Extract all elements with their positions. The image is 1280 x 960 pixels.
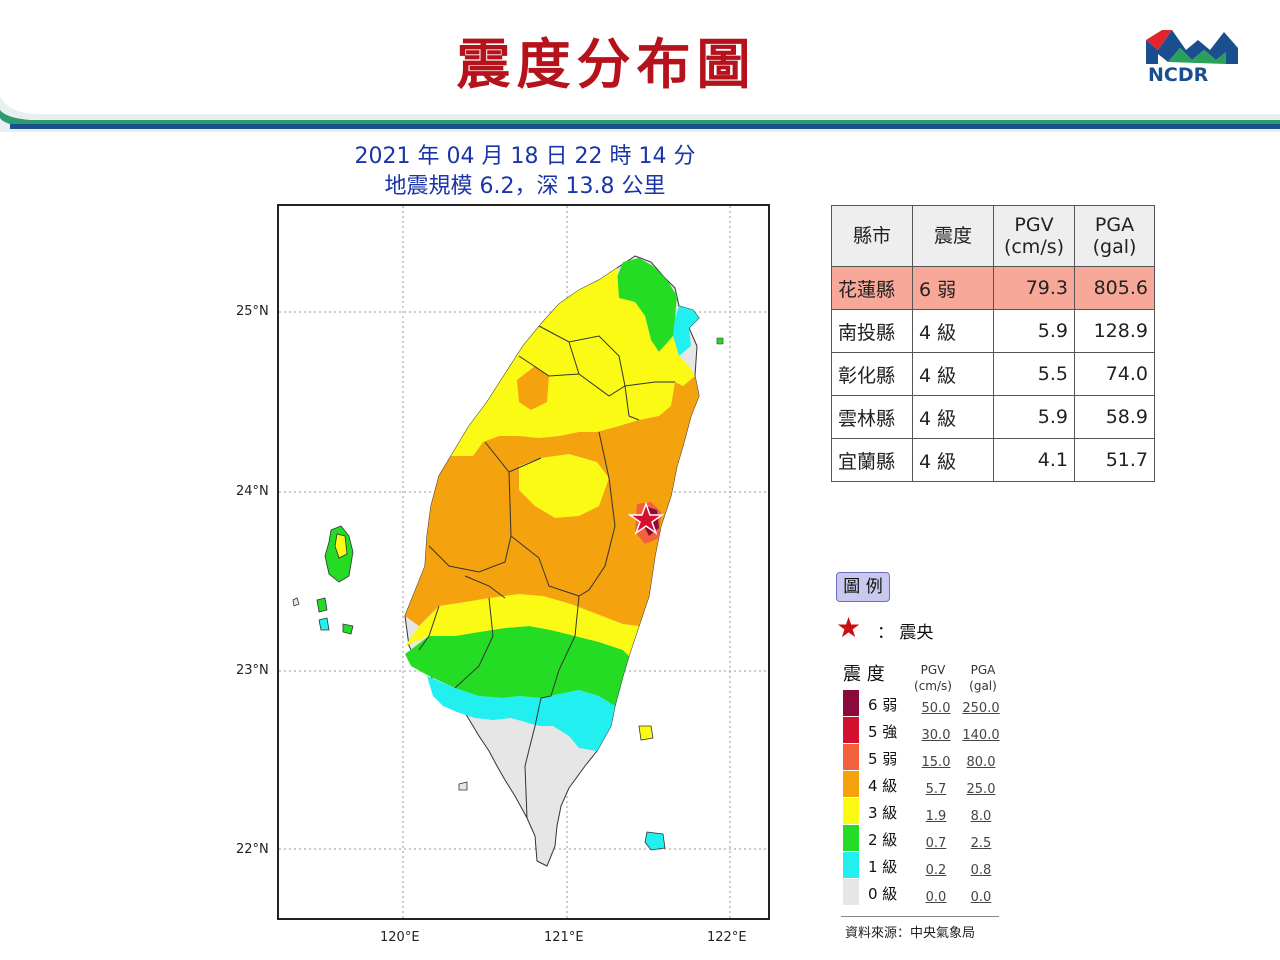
legend-title: 圖 例: [836, 572, 890, 602]
legend-intensity-head: 震 度: [843, 664, 885, 685]
col-header-pga: PGA (gal): [1074, 205, 1155, 267]
epicenter-legend-star-icon: ★: [836, 611, 862, 644]
legend-pga-value: 250.0: [962, 701, 1000, 716]
quake-magnitude-depth: 地震規模 6.2，深 13.8 公里: [384, 174, 666, 199]
cell-pgv: 5.5: [993, 352, 1075, 396]
legend-swatch: [843, 744, 859, 770]
legend-pga-value: 140.0: [962, 728, 1000, 743]
logo-text: NCDR: [1148, 64, 1209, 86]
legend-pgv-value: 15.0: [921, 755, 951, 770]
header-band: [0, 96, 1280, 132]
table-header-row: 縣市 震度 PGV (cm/s) PGA (gal): [831, 205, 1155, 267]
lat-label-25: 25°N: [236, 304, 269, 319]
legend-pgv-value: 5.7: [925, 782, 947, 797]
lon-label-120: 120°E: [380, 930, 420, 945]
legend-level-label: 4 級: [868, 777, 898, 795]
col-header-intensity: 震度: [912, 205, 994, 267]
cell-county: 彰化縣: [831, 352, 913, 396]
cell-county: 雲林縣: [831, 395, 913, 439]
lon-label-121: 121°E: [544, 930, 584, 945]
table-row: 宜蘭縣 4 級 4.1 51.7: [831, 438, 1155, 482]
cell-intensity: 4 級: [912, 395, 994, 439]
legend-pgv-value: 1.9: [925, 809, 947, 824]
legend-level-label: 2 級: [868, 831, 898, 849]
region-level-3: [451, 268, 695, 456]
epicenter-legend-label: ： 震央: [877, 623, 934, 643]
cell-pgv: 79.3: [993, 266, 1075, 310]
legend-level-label: 3 級: [868, 804, 898, 822]
ncdr-logo: [1146, 30, 1238, 64]
legend-pgv-value: 0.2: [925, 863, 947, 878]
legend-pgv-value: 50.0: [921, 701, 951, 716]
legend-swatch: [843, 879, 859, 905]
legend-swatch: [843, 825, 859, 851]
legend-pgv-value: 0.7: [925, 836, 947, 851]
legend-pga-head: PGA (gal): [969, 663, 997, 693]
legend-pgv-value: 0.0: [925, 890, 947, 905]
quake-time: 2021 年 04 月 18 日 22 時 14 分: [354, 144, 696, 169]
table-row: 南投縣 4 級 5.9 128.9: [831, 309, 1155, 353]
cell-county: 宜蘭縣: [831, 438, 913, 482]
region-level-1: [427, 676, 615, 751]
lat-label-22: 22°N: [236, 842, 269, 857]
legend-swatch: [843, 771, 859, 797]
legend-pga-value: 2.5: [970, 836, 992, 851]
legend-swatch: [843, 690, 859, 716]
map-canvas: [279, 206, 768, 918]
intensity-map: [277, 204, 770, 920]
legend-level-label: 6 弱: [868, 696, 898, 714]
legend-level-label: 1 級: [868, 858, 898, 876]
col-header-pgv: PGV (cm/s): [993, 205, 1075, 267]
col-header-county: 縣市: [831, 205, 913, 267]
data-source: 資料來源：中央氣象局: [845, 926, 976, 941]
legend-swatch: [843, 717, 859, 743]
cell-pga: 58.9: [1074, 395, 1155, 439]
cell-county: 南投縣: [831, 309, 913, 353]
lon-label-122: 122°E: [707, 930, 747, 945]
cell-pgv: 4.1: [993, 438, 1075, 482]
lat-label-24: 24°N: [236, 484, 269, 499]
legend-pgv-head: PGV (cm/s): [914, 663, 952, 693]
lat-label-23: 23°N: [236, 663, 269, 678]
legend-pgv-value: 30.0: [921, 728, 951, 743]
county-intensity-table: 縣市 震度 PGV (cm/s) PGA (gal) 花蓮縣 6 弱 79.3 …: [831, 205, 1155, 482]
legend-pga-value: 25.0: [966, 782, 996, 797]
cell-pga: 51.7: [1074, 438, 1155, 482]
cell-pga: 74.0: [1074, 352, 1155, 396]
quake-info: 2021 年 04 月 18 日 22 時 14 分 地震規模 6.2，深 13…: [280, 142, 770, 202]
cell-intensity: 4 級: [912, 309, 994, 353]
orchid-island: [644, 831, 666, 851]
cell-intensity: 6 弱: [912, 266, 994, 310]
legend-pga-value: 80.0: [966, 755, 996, 770]
table-row: 彰化縣 4 級 5.5 74.0: [831, 352, 1155, 396]
table-row: 雲林縣 4 級 5.9 58.9: [831, 395, 1155, 439]
cell-pgv: 5.9: [993, 395, 1075, 439]
green-island: [638, 725, 654, 741]
county-boundaries: [418, 325, 675, 819]
epicenter-star-icon: [627, 501, 665, 535]
region-level-2: [405, 626, 629, 706]
cell-pgv: 5.9: [993, 309, 1075, 353]
legend-pga-value: 0.8: [970, 863, 992, 878]
slide-title: 震度分布圖: [456, 32, 757, 96]
source-divider: [841, 916, 999, 917]
legend-pga-value: 0.0: [970, 890, 992, 905]
penghu-islands: [292, 525, 354, 635]
legend-swatch: [843, 798, 859, 824]
cell-county: 花蓮縣: [831, 266, 913, 310]
region-level-4: [405, 376, 699, 626]
legend-level-label: 5 強: [868, 723, 898, 741]
cell-intensity: 4 級: [912, 438, 994, 482]
legend-swatch: [843, 852, 859, 878]
cell-pga: 805.6: [1074, 266, 1155, 310]
table-row: 花蓮縣 6 弱 79.3 805.6: [831, 266, 1155, 310]
cell-intensity: 4 級: [912, 352, 994, 396]
legend-level-label: 0 級: [868, 885, 898, 903]
legend-pga-value: 8.0: [970, 809, 992, 824]
cell-pga: 128.9: [1074, 309, 1155, 353]
legend-level-label: 5 弱: [868, 750, 898, 768]
